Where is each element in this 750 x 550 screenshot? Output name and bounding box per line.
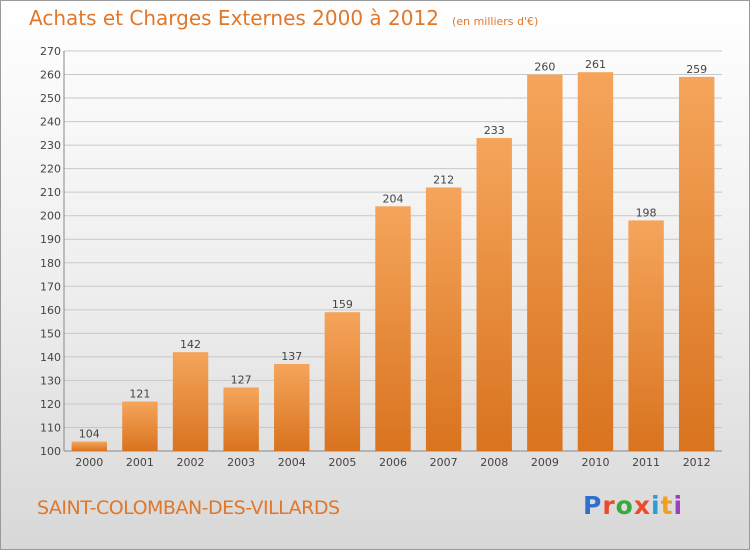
y-tick-label: 180 — [40, 257, 61, 270]
x-tick-label: 2001 — [126, 456, 154, 469]
bar — [172, 352, 209, 451]
y-tick-label: 240 — [40, 116, 61, 129]
x-tick-label: 2003 — [227, 456, 255, 469]
logo-letter: i — [651, 491, 661, 520]
y-tick-label: 120 — [40, 398, 61, 411]
x-tick-label: 2008 — [480, 456, 508, 469]
x-tick-label: 2010 — [581, 456, 609, 469]
data-label: 142 — [180, 338, 201, 351]
x-tick-label: 2011 — [632, 456, 660, 469]
commune-name: SAINT-COLOMBAN-DES-VILLARDS — [37, 497, 340, 519]
logo-letter: i — [673, 491, 684, 520]
bar — [122, 401, 158, 451]
data-label: 104 — [79, 428, 100, 441]
x-tick-label: 2009 — [531, 456, 559, 469]
bar — [577, 72, 614, 452]
data-label: 198 — [636, 206, 657, 219]
y-tick-label: 140 — [40, 351, 61, 364]
data-label: 261 — [585, 58, 606, 71]
logo-letter: P — [583, 491, 603, 520]
bar — [476, 138, 512, 451]
title-row: Achats et Charges Externes 2000 à 2012 (… — [29, 6, 538, 30]
x-tick-label: 2012 — [683, 456, 711, 469]
data-label: 233 — [484, 124, 505, 137]
bar — [678, 76, 715, 451]
y-tick-label: 110 — [40, 421, 61, 434]
axis-layer: 100 110 120 130 140 150 160 170 180 190 200 210 220 2… — [40, 45, 722, 469]
chart-subtitle: (en milliers d'€) — [452, 15, 539, 28]
data-label: 159 — [332, 298, 353, 311]
bar — [71, 441, 108, 451]
y-tick-label: 250 — [40, 92, 61, 105]
logo-letter: o — [615, 491, 634, 520]
y-tick-label: 170 — [40, 280, 61, 293]
data-label: 212 — [433, 173, 454, 186]
bar — [527, 74, 563, 451]
y-tick-label: 260 — [40, 69, 61, 82]
data-label: 260 — [534, 61, 555, 74]
label-layer: 104 121 142 127 137 159 204 212 233 260 261 198 259 — [79, 58, 707, 440]
bar — [324, 312, 361, 451]
bar-layer — [71, 72, 715, 452]
logo-letter: r — [602, 491, 616, 520]
data-label: 259 — [686, 63, 707, 76]
y-tick-label: 100 — [40, 445, 61, 458]
y-tick-label: 230 — [40, 139, 61, 152]
x-tick-label: 2006 — [379, 456, 407, 469]
x-tick-label: 2007 — [430, 456, 458, 469]
y-tick-label: 270 — [40, 45, 61, 58]
y-tick-label: 190 — [40, 233, 61, 246]
data-label: 137 — [281, 350, 302, 363]
y-tick-label: 200 — [40, 210, 61, 223]
x-tick-label: 2002 — [177, 456, 205, 469]
proxiti-logo: Proxiti — [583, 491, 683, 520]
y-tick-label: 130 — [40, 374, 61, 387]
bar — [223, 387, 259, 451]
bar — [375, 206, 411, 451]
x-tick-label: 2000 — [75, 456, 103, 469]
y-tick-label: 210 — [40, 186, 61, 199]
bar — [274, 363, 310, 451]
x-tick-label: 2005 — [328, 456, 356, 469]
chart-title: Achats et Charges Externes 2000 à 2012 — [29, 6, 439, 30]
data-label: 204 — [383, 192, 404, 205]
logo-letter: t — [660, 491, 674, 520]
y-tick-label: 150 — [40, 327, 61, 340]
x-tick-label: 2004 — [278, 456, 306, 469]
data-label: 121 — [129, 388, 150, 401]
y-tick-label: 220 — [40, 163, 61, 176]
y-tick-label: 160 — [40, 304, 61, 317]
bar — [425, 187, 462, 451]
bar — [628, 220, 664, 451]
data-label: 127 — [231, 373, 252, 386]
logo-letter: x — [633, 491, 651, 520]
